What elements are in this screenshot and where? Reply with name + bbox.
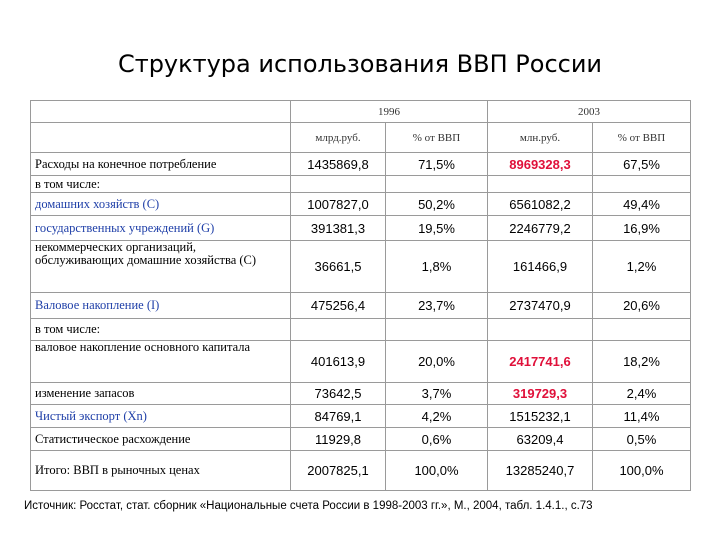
table-cell: 391381,3 — [290, 215, 386, 241]
table-cell: 20,0% — [385, 340, 488, 383]
table-row: Итого: ВВП в рыночных ценах 2007825,1 100,… — [30, 450, 691, 491]
row-label: Чистый экспорт (Хn) — [30, 404, 291, 428]
header-cell — [30, 100, 291, 123]
table-cell: 23,7% — [385, 292, 488, 319]
table-cell: 8969328,3 — [487, 152, 593, 176]
table-cell: 13285240,7 — [487, 450, 593, 491]
table-row: государственных учреждений (G) 391381,3 19… — [30, 215, 691, 241]
row-label: валовое накопление основного капитала — [30, 340, 291, 383]
unit-header: млрд.руб. — [290, 122, 386, 153]
row-label: Итого: ВВП в рыночных ценах — [30, 450, 291, 491]
table-cell: 100,0% — [385, 450, 488, 491]
table-cell: 71,5% — [385, 152, 488, 176]
table-cell: 11,4% — [592, 404, 691, 428]
table: 1996 2003 млрд.руб.% от ВВП млн.руб.% от ВВ… — [30, 100, 691, 491]
table-row: Валовое накопление (I) 475256,4 23,7% 27374… — [30, 292, 691, 319]
row-label: некоммерческих организаций, обслуживающи… — [30, 240, 291, 293]
row-label: изменение запасов — [30, 382, 291, 405]
table-cell: 4,2% — [385, 404, 488, 428]
table-cell: 0,5% — [592, 427, 691, 451]
empty-cell — [385, 175, 488, 193]
table-cell: 1007827,0 — [290, 192, 386, 216]
table-row: Статистическое расхождение 11929,8 0,6% 632… — [30, 427, 691, 451]
source-note: Источник: Росстат, стат. сборник «Национ… — [24, 500, 593, 512]
row-label: Расходы на конечное потребление — [30, 152, 291, 176]
header-row: млрд.руб.% от ВВП млн.руб.% от ВВП — [30, 122, 691, 153]
table-cell: 6561082,2 — [487, 192, 593, 216]
table-cell: 2,4% — [592, 382, 691, 405]
header-cell — [30, 122, 291, 153]
unit-header: % от ВВП — [592, 122, 691, 153]
table-row: домашних хозяйств (С) 1007827,0 50,2% 65610… — [30, 192, 691, 216]
table-cell: 36661,5 — [290, 240, 386, 293]
unit-header: млн.руб. — [487, 122, 593, 153]
table-cell: 319729,3 — [487, 382, 593, 405]
empty-cell — [487, 175, 593, 193]
row-label: государственных учреждений (G) — [30, 215, 291, 241]
table-cell: 1,8% — [385, 240, 488, 293]
year-header: 1996 — [290, 100, 488, 123]
table-cell: 475256,4 — [290, 292, 386, 319]
unit-header: % от ВВП — [385, 122, 488, 153]
table-row: в том числе: — [30, 318, 691, 341]
table-cell: 1,2% — [592, 240, 691, 293]
table-row: валовое накопление основного капитала 401… — [30, 340, 691, 383]
table-cell: 3,7% — [385, 382, 488, 405]
table-cell: 20,6% — [592, 292, 691, 319]
table-cell: 49,4% — [592, 192, 691, 216]
table-cell: 50,2% — [385, 192, 488, 216]
row-label: в том числе: — [30, 318, 291, 341]
table-cell: 2417741,6 — [487, 340, 593, 383]
table-row: некоммерческих организаций, обслуживающи… — [30, 240, 691, 293]
table-cell: 2737470,9 — [487, 292, 593, 319]
table-cell: 18,2% — [592, 340, 691, 383]
table-cell: 161466,9 — [487, 240, 593, 293]
row-label: Статистическое расхождение — [30, 427, 291, 451]
empty-cell — [592, 318, 691, 341]
table-cell: 11929,8 — [290, 427, 386, 451]
row-label: в том числе: — [30, 175, 291, 193]
table-cell: 2246779,2 — [487, 215, 593, 241]
table-row: в том числе: — [30, 175, 691, 193]
table-cell: 401613,9 — [290, 340, 386, 383]
table-row: Расходы на конечное потребление 1435869,8… — [30, 152, 691, 176]
table-cell: 16,9% — [592, 215, 691, 241]
empty-cell — [385, 318, 488, 341]
table-cell: 0,6% — [385, 427, 488, 451]
table-cell: 19,5% — [385, 215, 488, 241]
table-row: изменение запасов 73642,5 3,7% 319729,3 2,4% — [30, 382, 691, 405]
table-cell: 1435869,8 — [290, 152, 386, 176]
table-cell: 2007825,1 — [290, 450, 386, 491]
table-cell: 1515232,1 — [487, 404, 593, 428]
table-cell: 67,5% — [592, 152, 691, 176]
empty-cell — [592, 175, 691, 193]
slide-title: Структура использования ВВП России — [117, 50, 603, 78]
table-cell: 100,0% — [592, 450, 691, 491]
table-cell: 63209,4 — [487, 427, 593, 451]
table-cell: 73642,5 — [290, 382, 386, 405]
table-row: Чистый экспорт (Хn) 84769,1 4,2% 1515232,1 1… — [30, 404, 691, 428]
row-label: Валовое накопление (I) — [30, 292, 291, 319]
table-cell: 84769,1 — [290, 404, 386, 428]
empty-cell — [290, 175, 386, 193]
header-row: 1996 2003 — [30, 100, 691, 123]
year-header: 2003 — [487, 100, 691, 123]
empty-cell — [290, 318, 386, 341]
empty-cell — [487, 318, 593, 341]
row-label: домашних хозяйств (С) — [30, 192, 291, 216]
